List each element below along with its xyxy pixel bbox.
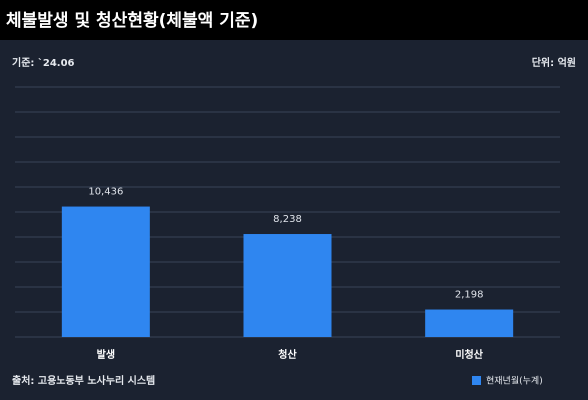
- bar: [61, 206, 150, 337]
- x-tick-label: 미청산: [455, 348, 483, 361]
- x-tick-label: 발생: [97, 348, 115, 361]
- value-label: 8,238: [273, 214, 302, 225]
- value-label: 2,198: [455, 290, 484, 301]
- chart-title: 체불발생 및 청산현황(체불액 기준): [6, 10, 258, 31]
- x-tick-label: 청산: [278, 348, 297, 361]
- title-bar: [0, 0, 588, 40]
- legend-swatch: [472, 376, 481, 385]
- source: 출처: 고용노동부 노사누리 시스템: [12, 374, 155, 387]
- legend-label: 현재년월(누계): [486, 375, 543, 387]
- bar: [425, 309, 514, 337]
- value-label: 10,436: [88, 187, 123, 198]
- bar: [243, 234, 332, 337]
- subtitle: 기준: `24.06: [12, 56, 75, 69]
- unit-label: 단위: 억원: [532, 56, 576, 69]
